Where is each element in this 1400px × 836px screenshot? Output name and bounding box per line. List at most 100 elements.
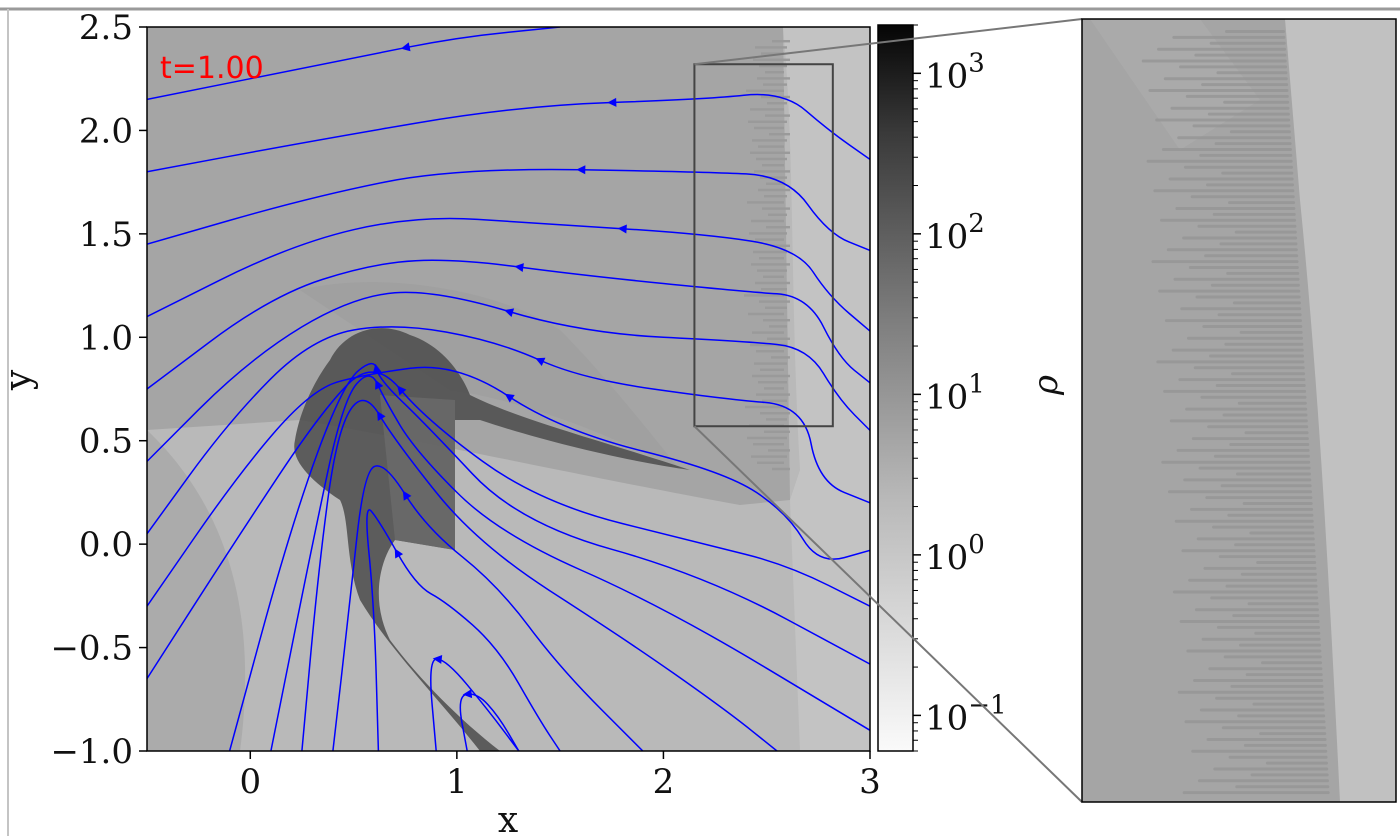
zoom-finger-streak: [1206, 738, 1327, 741]
zoom-finger-streak: [1198, 466, 1311, 470]
finger-streak: [758, 145, 784, 148]
y-axis-ticks: 2.5 2.0 1.5 1.0 0.5 0.0 −0.5 −1.0: [50, 8, 147, 772]
colorbar-label: ρ: [1026, 375, 1066, 396]
zoom-finger-streak: [1196, 537, 1315, 541]
zoom-finger-streak: [1259, 732, 1327, 736]
streamline: [147, 217, 870, 332]
zoom-finger-streak: [1265, 761, 1328, 765]
x-tick-label: 0: [239, 762, 261, 802]
zoom-finger-streak: [1247, 602, 1319, 606]
zoom-finger-streak: [1174, 519, 1314, 523]
finger-streak: [750, 108, 784, 111]
zoom-finger-streak: [1214, 142, 1292, 146]
finger-streak: [765, 114, 790, 117]
zoom-finger-streak: [1261, 661, 1323, 665]
fingering-instability: [744, 40, 790, 471]
zoom-finger-streak: [1185, 407, 1308, 411]
streamline-arrow: [400, 42, 411, 52]
finger-streak: [760, 412, 790, 415]
streamline-arrow: [432, 654, 443, 664]
finger-streak: [764, 195, 787, 198]
zoom-finger-streak: [1199, 153, 1293, 157]
zoom-finger-streak: [1210, 283, 1300, 287]
zoom-finger-streak: [1249, 531, 1315, 535]
colorbar-tick-label: 101: [925, 369, 985, 417]
zoom-finger-streak: [1184, 720, 1326, 724]
zoom-finger-streak: [1212, 212, 1296, 216]
zoom-finger-streak: [1153, 189, 1295, 193]
streamline: [147, 27, 561, 101]
zoom-finger-streak: [1231, 372, 1306, 376]
zoom-inset-shock: [1090, 19, 1260, 150]
zoom-finger-streak: [1254, 631, 1321, 635]
zoom-finger-streak: [1232, 614, 1320, 618]
streamline-arrow: [504, 393, 515, 403]
streamlines: [147, 27, 870, 751]
zoom-finger-streak: [1221, 171, 1294, 175]
zoom-finger-streak: [1190, 507, 1314, 511]
finger-streak: [749, 232, 787, 235]
zoom-finger-streak: [1217, 313, 1302, 317]
finger-streak: [756, 350, 784, 353]
zoom-finger-streak: [1223, 655, 1322, 659]
finger-streak: [752, 139, 787, 142]
finger-streak: [765, 71, 784, 74]
zoom-finger-streak: [1207, 425, 1309, 429]
streamline-arrow: [607, 97, 617, 107]
plot-axes-frame: [146, 26, 871, 752]
zoom-finger-streak: [1186, 649, 1322, 653]
zoom-finger-streak: [1228, 201, 1296, 205]
zoom-finger-streak: [1193, 366, 1305, 370]
finger-streak: [753, 58, 790, 61]
zoom-finger-streak: [1235, 785, 1330, 789]
finger-streak: [767, 102, 787, 105]
zoom-finger-streak: [1203, 566, 1317, 570]
zoom-finger-streak: [1234, 543, 1316, 547]
zoom-finger-streak: [1197, 779, 1329, 783]
finger-streak: [768, 213, 787, 216]
zoom-finger-streak: [1201, 83, 1289, 87]
zoom-finger-streak: [1166, 248, 1298, 252]
zoom-finger-streak: [1245, 673, 1323, 677]
density-map: [147, 27, 870, 751]
timestamp-label: t=1.00: [160, 51, 264, 86]
y-tick-label: 0.0: [79, 525, 133, 565]
zoom-finger-streak: [1215, 696, 1325, 700]
streamline: [147, 371, 870, 680]
finger-streak: [751, 263, 790, 266]
streamline: [301, 399, 778, 751]
zoom-finger-streak: [1187, 336, 1303, 340]
streamline: [147, 93, 870, 173]
streamline-arrow: [394, 548, 404, 559]
streamline-arrow: [462, 689, 473, 699]
colorbar-tick-exponent: −1: [968, 690, 1006, 720]
streamline-arrow: [402, 490, 412, 501]
finger-streak: [772, 40, 790, 43]
zoom-finger-streak: [1243, 743, 1327, 747]
zoom-finger-streak: [1181, 549, 1316, 553]
streamline: [147, 366, 870, 607]
y-tick-label: −0.5: [50, 629, 133, 669]
zoom-finger-streak: [1163, 389, 1307, 393]
colorbar: [877, 24, 914, 752]
zoom-finger-streak: [1179, 620, 1320, 623]
zoom-finger-streak: [1229, 130, 1291, 134]
zoom-finger-streak: [1194, 53, 1287, 57]
finger-streak: [756, 393, 790, 396]
zoom-finger-streak: [1160, 218, 1297, 222]
finger-streak: [766, 182, 784, 185]
finger-streak: [757, 77, 790, 80]
finger-streak: [757, 269, 787, 272]
finger-streak: [766, 418, 787, 421]
finger-streak: [744, 294, 784, 297]
y-tick-label: 1.0: [79, 318, 133, 358]
zoom-finger-streak: [1190, 195, 1295, 199]
zoom-finger-streak: [1244, 431, 1309, 435]
zoom-finger-streak: [1177, 690, 1324, 694]
finger-streak: [757, 461, 784, 464]
finger-streak: [753, 250, 787, 254]
zoom-finger-streak: [1176, 448, 1310, 452]
finger-streak: [747, 436, 787, 440]
zoom-finger-streak: [1222, 413, 1308, 417]
